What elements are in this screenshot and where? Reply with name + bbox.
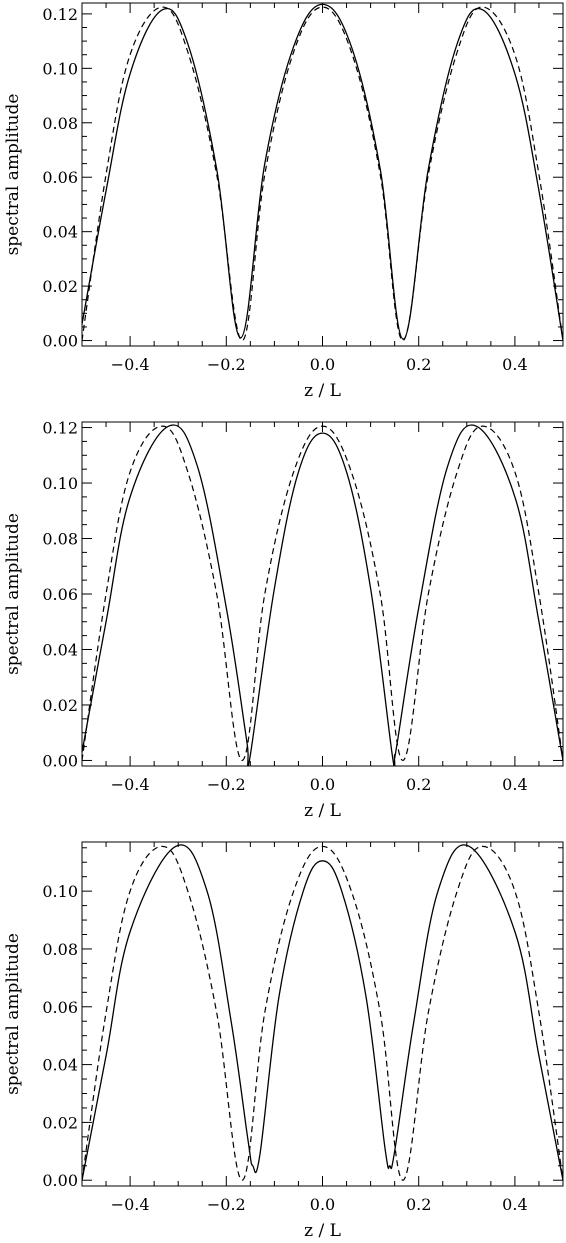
y-tick-label: 0.10 [42,474,78,493]
x-tick-label: −0.2 [207,355,246,374]
plot-frame [81,841,564,1187]
y-tick-label: 0.02 [42,1113,78,1132]
x-tick-label: 0.0 [310,775,335,794]
chart-panel-3: −0.4 −0.2 0.0 0.2 0.4 0.00 0.02 0.04 0.06 0.08 0.1… [3,841,564,1241]
y-tick-label: 0.04 [42,640,78,659]
y-axis-label: spectral amplitude [3,933,23,1095]
x-tick-label: 0.4 [502,775,527,794]
y-tick-label: 0.04 [42,223,78,242]
x-tick-label: −0.4 [111,355,150,374]
y-tick-label: 0.06 [42,998,78,1017]
series-dashed-line [82,845,563,1181]
y-tick-label: 0.02 [42,277,78,296]
y-tick-label: 0.08 [42,530,78,549]
y-axis-label: spectral amplitude [3,513,23,675]
y-tick-label: 0.06 [42,585,78,604]
y-tick-label: 0.12 [42,419,78,438]
series-dashed-line [82,425,563,762]
x-axis-label: z / L [304,801,341,821]
x-tick-label: −0.4 [111,775,150,794]
y-tick-label: 0.08 [42,114,78,133]
series-solid-line [82,424,563,766]
x-tick-label: 0.0 [310,1195,335,1214]
x-axis-label: z / L [304,1221,341,1241]
y-axis-label: spectral amplitude [3,94,23,256]
x-tick-label: 0.2 [406,1195,431,1214]
y-tick-label: 0.00 [42,332,78,351]
x-tick-label: 0.4 [502,355,527,374]
chart-panel-1: −0.4 −0.2 0.0 0.2 0.4 0.00 0.02 0.04 0.06 0.08 0.1… [3,2,564,401]
x-tick-label: −0.4 [111,1195,150,1214]
x-tick-label: 0.4 [502,1195,527,1214]
series-dashed-line [82,6,563,342]
y-tick-label: 0.08 [42,940,78,959]
plot-frame [81,2,564,347]
series-solid-line [82,844,563,1181]
x-tick-label: −0.2 [207,775,246,794]
y-tick-label: 0.00 [42,1171,78,1190]
plot-frame [81,421,564,767]
x-axis-label: z / L [304,381,341,401]
chart-panel-2: −0.4 −0.2 0.0 0.2 0.4 0.00 0.02 0.04 0.06 0.08 0.1… [3,419,564,821]
y-tick-label: 0.02 [42,696,78,715]
y-tick-label: 0.10 [42,882,78,901]
x-tick-label: 0.0 [310,355,335,374]
y-tick-label: 0.04 [42,1056,78,1075]
x-tick-label: −0.2 [207,1195,246,1214]
x-tick-label: 0.2 [406,355,431,374]
y-tick-label: 0.12 [42,5,78,24]
y-tick-label: 0.06 [42,168,78,187]
y-tick-label: 0.00 [42,751,78,770]
y-tick-label: 0.10 [42,59,78,78]
series-solid-line [82,3,563,341]
x-tick-label: 0.2 [406,775,431,794]
